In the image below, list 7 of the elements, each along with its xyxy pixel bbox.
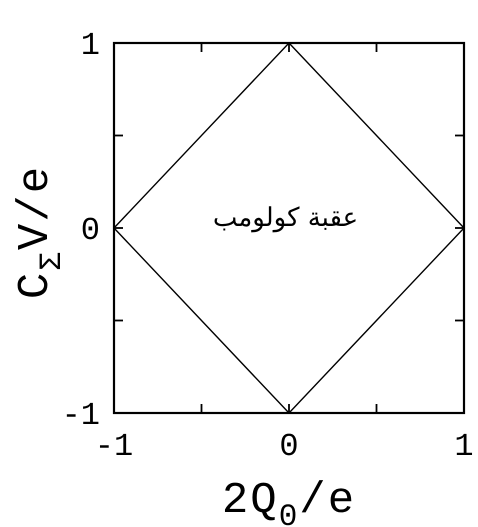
annotation: عقبة كولومب	[212, 202, 358, 233]
x-tick-label: 0	[279, 428, 299, 465]
y-tick-label: -1	[62, 397, 100, 434]
x-tick-label: 1	[454, 428, 474, 465]
x-axis-title: 2Q$_{0}$/e	[222, 476, 356, 527]
y-tick-label: 1	[80, 27, 100, 64]
y-tick-label: 0	[80, 212, 100, 249]
